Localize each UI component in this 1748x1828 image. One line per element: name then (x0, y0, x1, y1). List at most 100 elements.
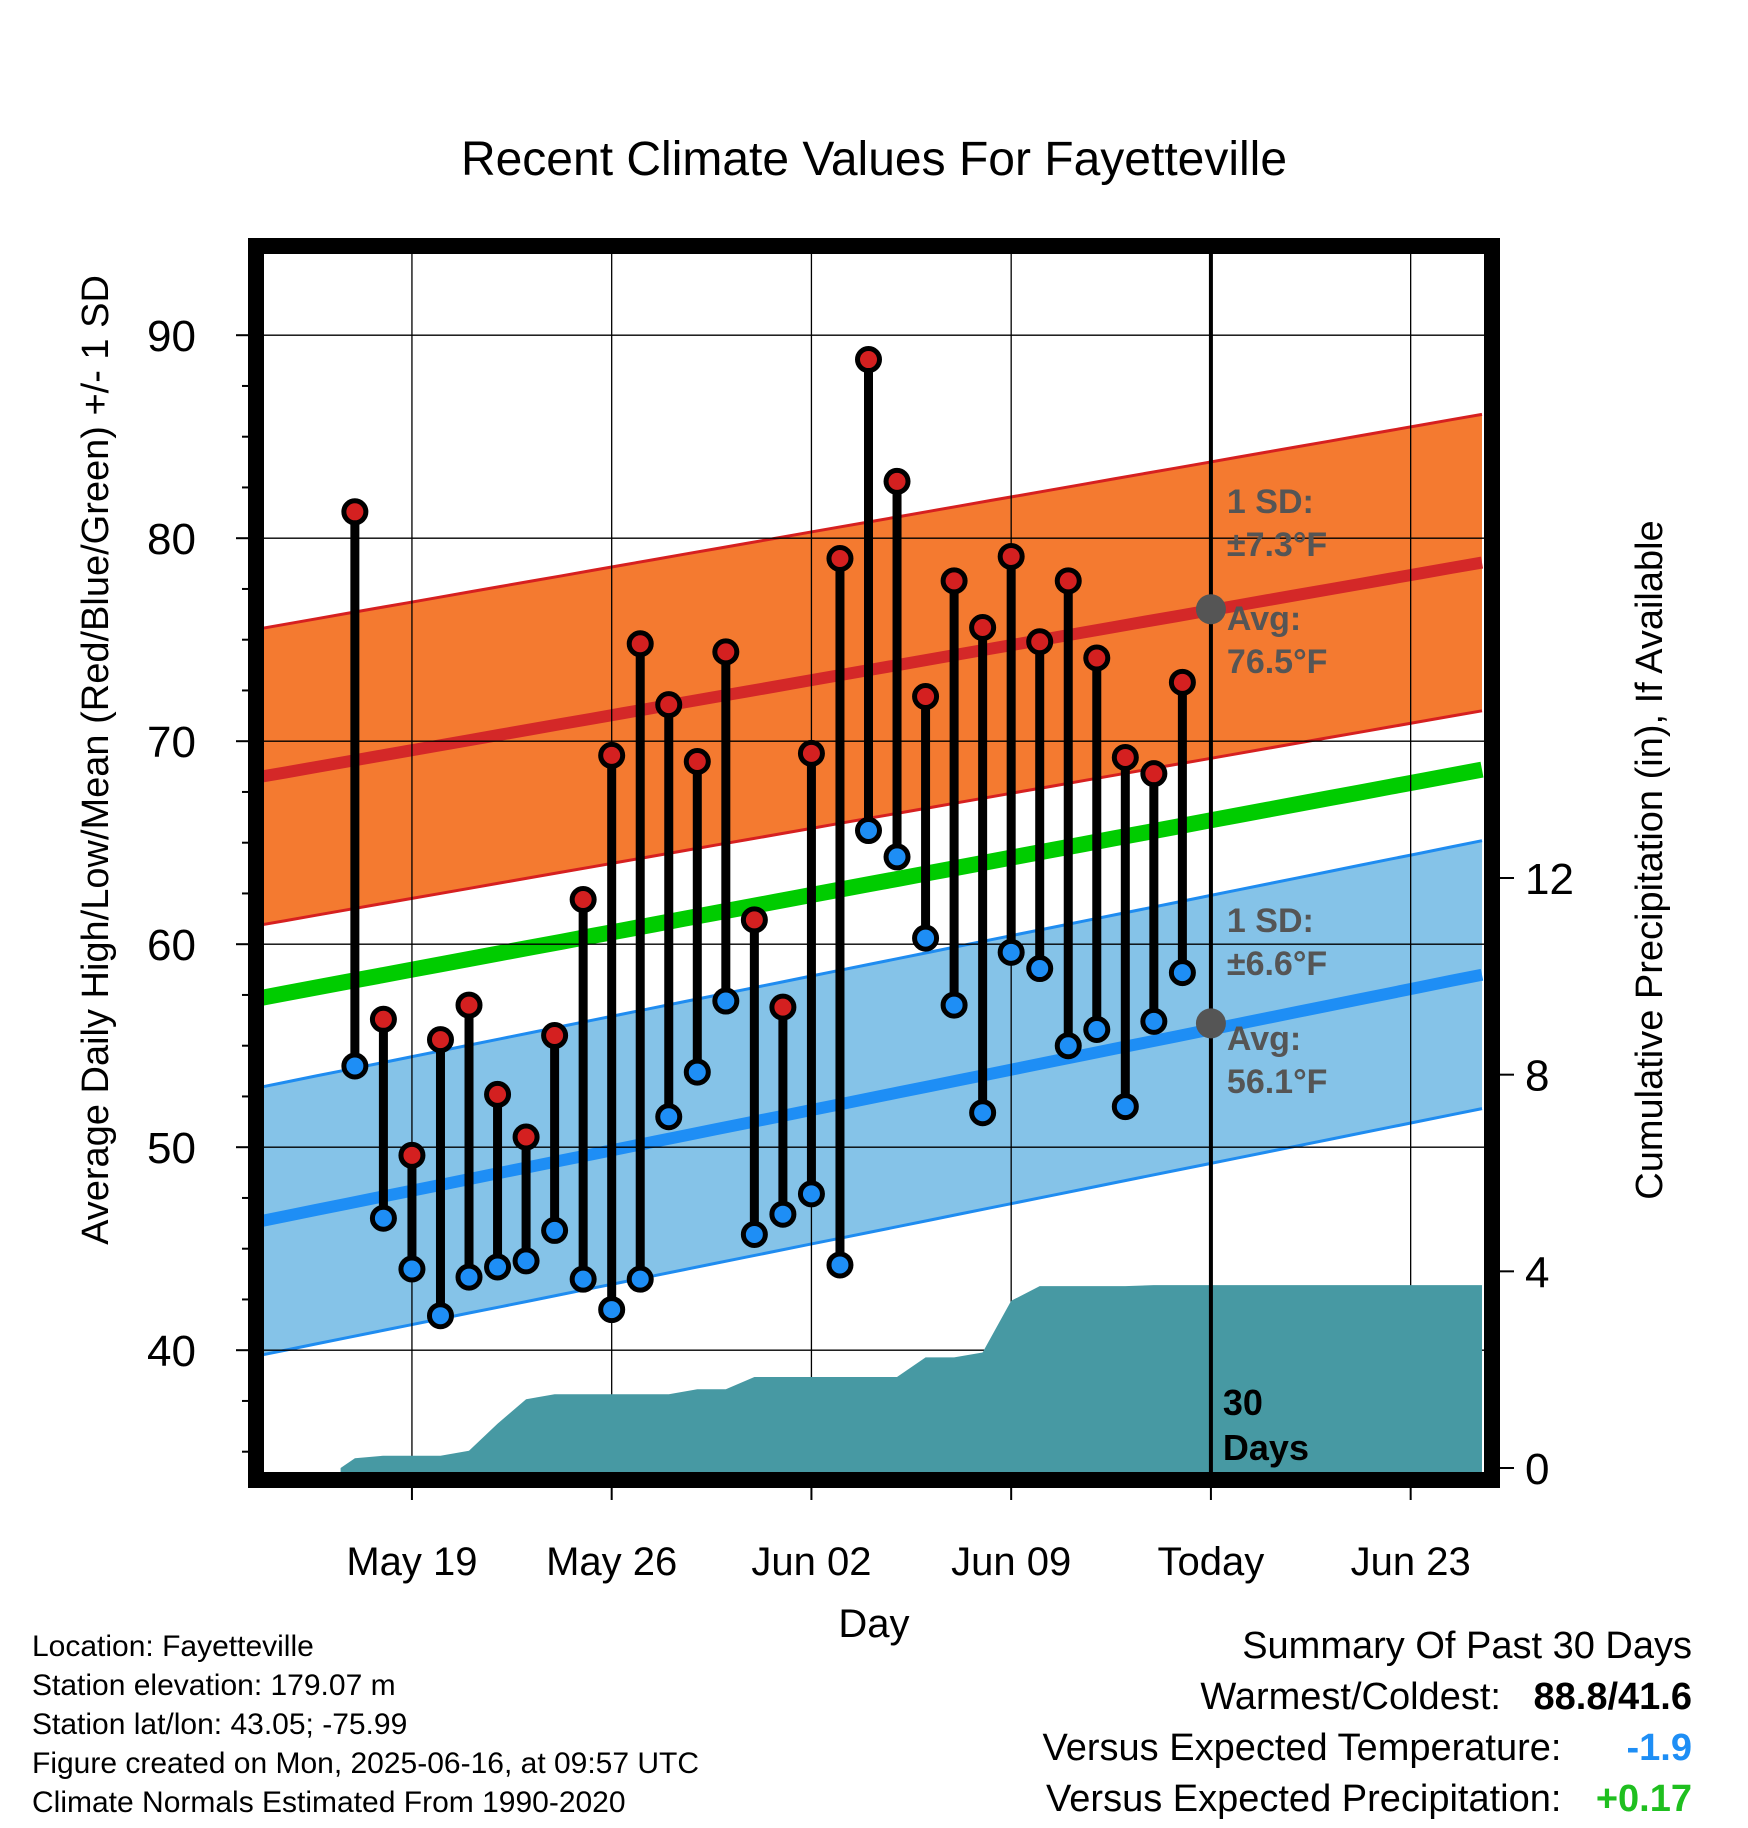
daily-high-point (1140, 760, 1168, 788)
daily-high-point (826, 545, 854, 572)
low-avg-line (264, 968, 1484, 1227)
low-sd-lower-edge (264, 1107, 1483, 1357)
daily-low-point (712, 987, 740, 1015)
x-tick-label: May 19 (346, 1540, 477, 1584)
daily-low-point (940, 991, 968, 1019)
precip-value: +0.17 (1595, 1778, 1692, 1820)
precip-label: Versus Expected Precipitation: (1046, 1778, 1562, 1820)
days-label-line2: Days (1223, 1427, 1309, 1468)
x-axis-label: Day (838, 1602, 909, 1646)
daily-low-point (912, 924, 940, 952)
y-tick-label: 40 (147, 1327, 196, 1376)
low-sd-label-line2: ±6.6°F (1227, 945, 1327, 983)
summary-panel: Summary Of Past 30 Days Warmest/Coldest:… (1043, 1621, 1692, 1825)
daily-low-point (740, 1220, 768, 1248)
daily-high-point (1168, 668, 1196, 696)
daily-high-point (740, 906, 768, 934)
daily-low-point (626, 1265, 654, 1293)
daily-low-point (569, 1265, 597, 1293)
y2-axis-label: Cumulative Precipitation (in), If Availa… (1629, 520, 1671, 1199)
y-tick-label: 60 (147, 921, 196, 970)
y-tick-label: 90 (147, 312, 196, 361)
info-elevation: Station elevation: 179.07 m (32, 1669, 396, 1702)
summary-warm-cold: Warmest/Coldest: 88.8/41.6 (1043, 1672, 1692, 1723)
daily-low-point (369, 1204, 397, 1232)
daily-high-point (769, 993, 797, 1021)
daily-low-point (1111, 1093, 1139, 1121)
plot-area: 1 SD: ±7.3°F Avg: 76.5°F 1 SD: ±6.6°F Avg: 56.1… (264, 246, 1484, 1472)
low-sd-label-line1: 1 SD: (1227, 902, 1314, 940)
x-tick-label: Jun 09 (951, 1540, 1071, 1584)
daily-low-point (655, 1103, 683, 1131)
daily-low-point (598, 1296, 626, 1324)
temp-label: Versus Expected Temperature: (1042, 1727, 1562, 1769)
low-avg-label-line1: Avg: (1227, 1020, 1301, 1058)
today-high-avg-marker (1195, 594, 1226, 625)
low-avg-label-line2: 56.1°F (1227, 1063, 1328, 1101)
high-sd-label-line1: 1 SD: (1227, 483, 1314, 521)
axes: 40 50 60 70 80 90 0 4 8 12 May 19 May 26 Jun 02 Jun 0… (147, 312, 1574, 1584)
y-tick-label: 80 (147, 515, 196, 564)
daily-low-point (1026, 955, 1054, 983)
daily-high-point (455, 991, 483, 1019)
info-location: Location: Fayetteville (32, 1630, 314, 1663)
daily-low-point (541, 1216, 569, 1244)
high-avg-label-line2: 76.5°F (1227, 643, 1328, 681)
daily-high-point (398, 1141, 426, 1169)
daily-high-point (883, 467, 911, 495)
mean-avg-line (264, 761, 1484, 1006)
x-tick-label: Jun 23 (1351, 1540, 1471, 1584)
days-label-line1: 30 (1223, 1382, 1263, 1423)
daily-high-point (569, 886, 597, 914)
daily-low-point (826, 1251, 854, 1279)
daily-low-point (1140, 1007, 1168, 1035)
y-tick-label: 70 (147, 718, 196, 767)
high-avg-label-line1: Avg: (1227, 600, 1301, 638)
daily-low-point (855, 817, 882, 845)
x-tick-label: Jun 02 (751, 1540, 871, 1584)
daily-high-point (341, 498, 369, 526)
daily-high-point (797, 739, 825, 767)
y2-tick-label: 4 (1525, 1248, 1549, 1297)
info-created: Figure created on Mon, 2025-06-16, at 09… (32, 1747, 700, 1780)
daily-high-point (712, 638, 740, 666)
y2-tick-label: 8 (1525, 1052, 1549, 1101)
daily-low-point (969, 1099, 997, 1127)
daily-high-point (940, 567, 968, 595)
daily-high-point (484, 1080, 512, 1108)
daily-high-point (1111, 743, 1139, 771)
daily-high-point (655, 691, 683, 719)
y2-tick-label: 12 (1525, 855, 1574, 904)
y-tick-label: 50 (147, 1124, 196, 1173)
daily-low-point (797, 1180, 825, 1208)
daily-high-point (855, 346, 882, 374)
daily-low-point (484, 1253, 512, 1281)
daily-high-point (369, 1005, 397, 1033)
daily-low-point (683, 1058, 711, 1086)
high-sd-label-line2: ±7.3°F (1227, 526, 1327, 564)
daily-low-point (769, 1200, 797, 1228)
precip-area (340, 1285, 1482, 1472)
daily-low-point (1168, 959, 1196, 987)
low-sd-upper-edge (264, 839, 1483, 1089)
y2-tick-label: 0 (1525, 1445, 1549, 1494)
daily-high-point (1083, 644, 1111, 672)
daily-high-point (626, 630, 654, 658)
daily-low-point (997, 938, 1025, 966)
warm-cold-label: Warmest/Coldest: (1200, 1676, 1501, 1718)
daily-high-point (541, 1022, 569, 1050)
daily-low-point (455, 1263, 483, 1291)
daily-high-point (426, 1026, 454, 1054)
daily-high-point (598, 741, 626, 769)
plot-frame (248, 238, 1500, 1488)
daily-low-point (426, 1302, 454, 1330)
daily-high-point (997, 542, 1025, 570)
daily-high-point (969, 614, 997, 642)
daily-low-point (1054, 1032, 1082, 1060)
y-axis-label: Average Daily High/Low/Mean (Red/Blue/Gr… (75, 275, 117, 1245)
info-latlon: Station lat/lon: 43.05; -75.99 (32, 1708, 408, 1741)
daily-high-point (912, 683, 940, 711)
info-normals: Climate Normals Estimated From 1990-2020 (32, 1786, 626, 1819)
daily-low-point (398, 1255, 426, 1283)
